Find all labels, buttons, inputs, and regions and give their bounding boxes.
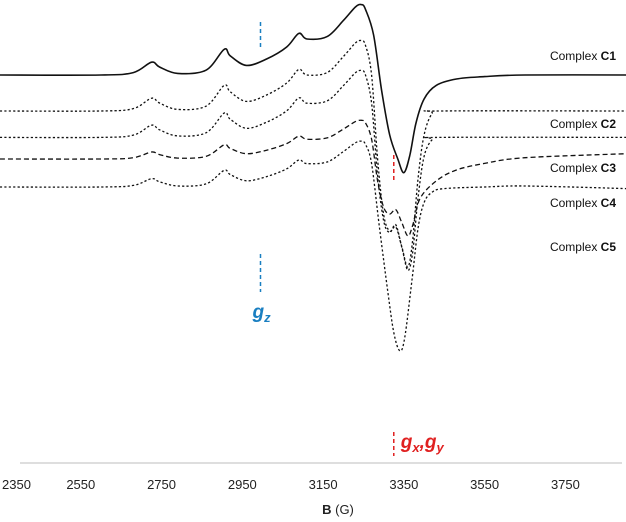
series-line-c1 — [0, 3, 626, 174]
g-label-gxy: gx,gy — [400, 432, 445, 455]
series-label-c4: Complex C4 — [550, 196, 616, 210]
series-label-c2: Complex C2 — [550, 117, 616, 131]
x-axis-title: B (G) — [322, 502, 354, 517]
x-tick-label: 3350 — [389, 477, 418, 492]
g-label-gz: gz — [251, 302, 271, 325]
series-label-c1: Complex C1 — [550, 49, 616, 63]
series-line-c2 — [0, 39, 626, 268]
series-line-c5 — [0, 140, 626, 352]
x-tick-label: 3750 — [551, 477, 580, 492]
x-tick-label: 2550 — [66, 477, 95, 492]
x-tick-label: 2950 — [228, 477, 257, 492]
x-tick-label: 3150 — [309, 477, 338, 492]
series-labels: Complex C1 Complex C2 Complex C3 Complex C4… — [550, 49, 616, 254]
series-label-c5: Complex C5 — [550, 240, 616, 254]
g-value-markers: gz gx,gy — [251, 22, 445, 456]
x-tick-labels: 2350 2550 2750 2950 3150 3350 3550 3750 — [2, 477, 580, 492]
x-tick-label: 2750 — [147, 477, 176, 492]
series-line-c3 — [0, 69, 626, 272]
series-line-c4 — [0, 119, 626, 237]
trace-group — [0, 3, 626, 352]
series-label-c3: Complex C3 — [550, 161, 616, 175]
x-tick-label: 2350 — [2, 477, 31, 492]
x-tick-label: 3550 — [470, 477, 499, 492]
